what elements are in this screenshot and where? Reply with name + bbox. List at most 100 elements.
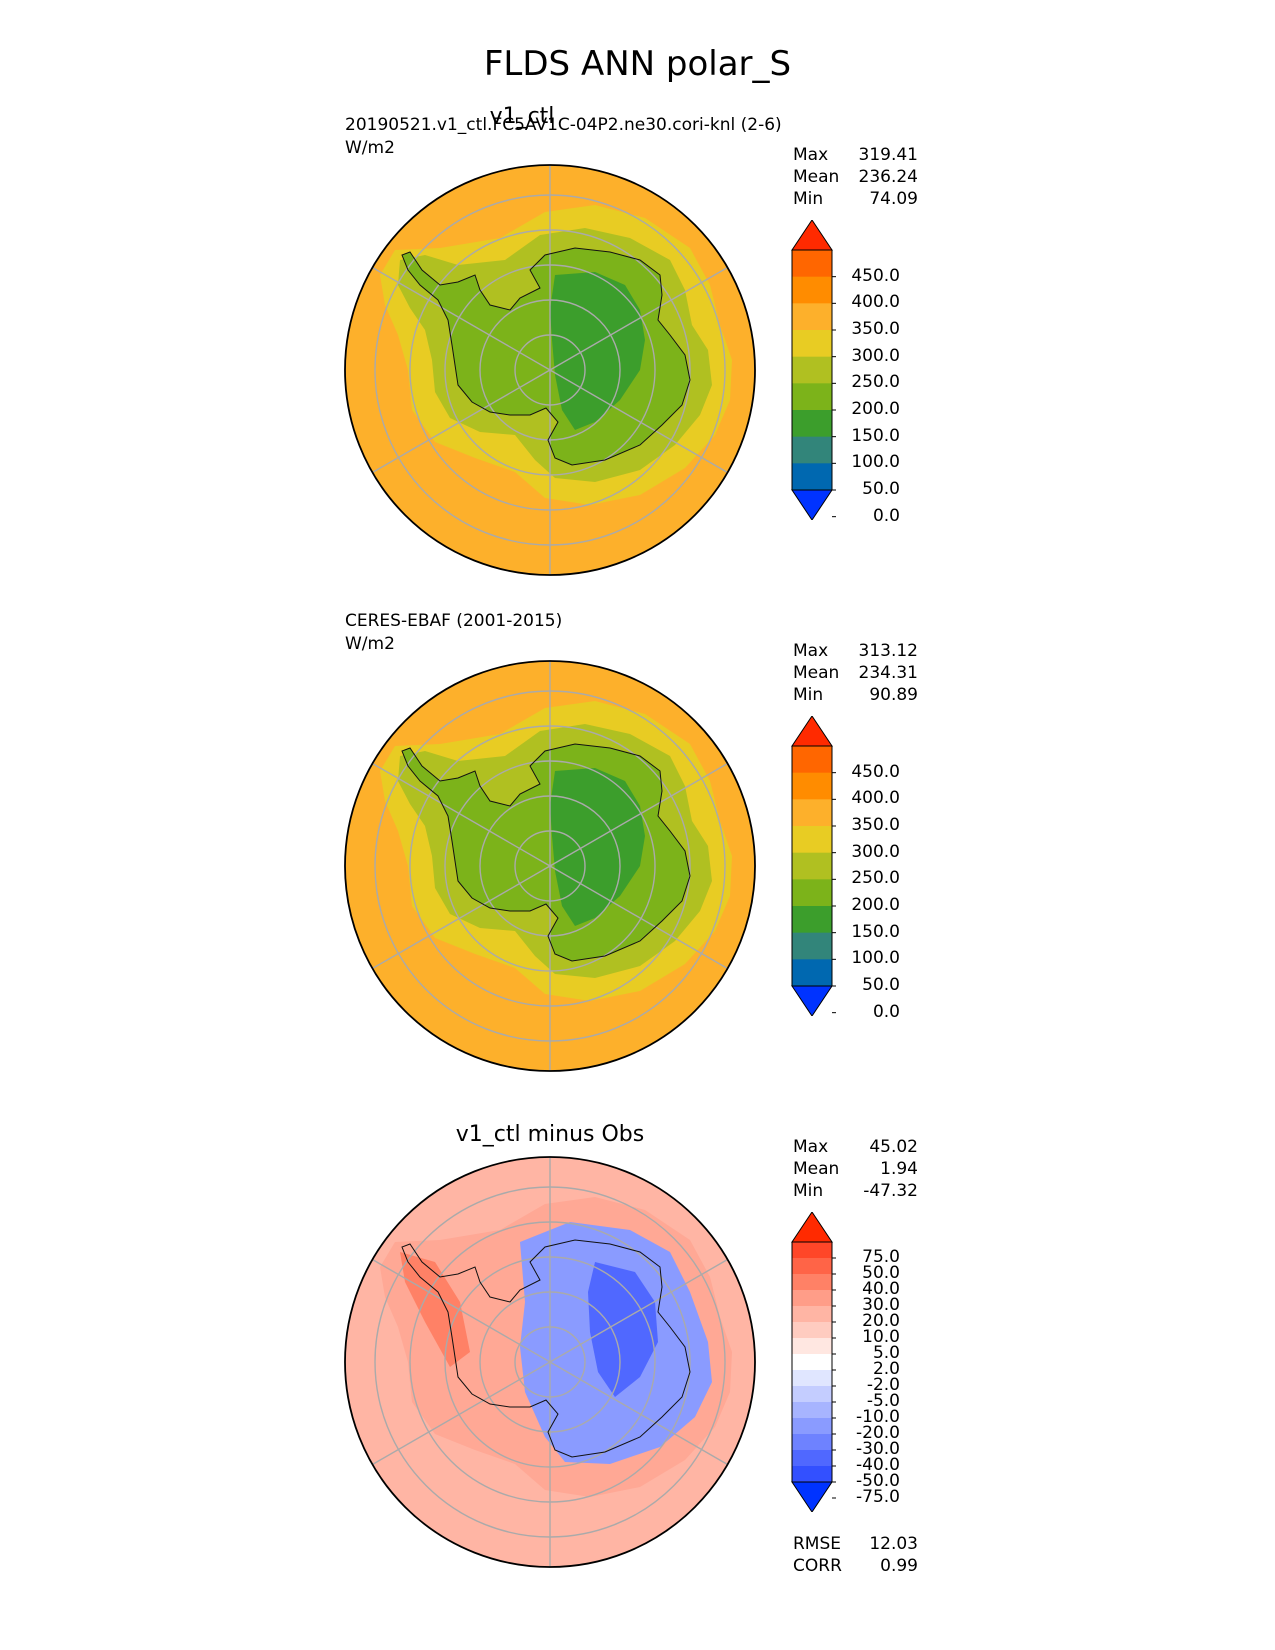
colorbar-tick-label: 50.0: [862, 479, 900, 499]
colorbar-tick-label: 400.0: [851, 788, 900, 809]
colorbar-tick-label: 400.0: [851, 292, 900, 313]
colorbar-tick-label: -50.0: [856, 1471, 900, 1491]
colorbar-tick-label: 40.0: [862, 1279, 900, 1299]
min-label: Min: [793, 685, 824, 705]
colorbar-tick-label: 250.0: [851, 372, 900, 393]
map-field: [345, 661, 755, 1071]
colorbar-tick-label: -5.0: [866, 1391, 900, 1411]
panel-3-colorbar-labels: 75.0 50.0 40.0 30.0 20.0 10.0 5.0 2.0 -2.0 -5.0 -1…: [800, 1212, 900, 1512]
colorbar-tick-label: -40.0: [856, 1455, 900, 1475]
colorbar-tick-label: 350.0: [851, 319, 900, 339]
colorbar-tick-label: 350.0: [851, 815, 900, 835]
east-antarctic-plateau: [550, 768, 645, 926]
meridian-line: [372, 1361, 551, 1466]
max-value: 45.02: [869, 1137, 918, 1157]
colorbar-tick-label: 200.0: [851, 895, 900, 915]
colorbar-tick-label: 100.0: [851, 452, 900, 473]
colorbar-frame: [791, 249, 833, 491]
colorbar-segment: [792, 1258, 832, 1275]
mean-value: 1.94: [880, 1159, 918, 1179]
colorbar-segment: [792, 772, 832, 800]
colorbar-tick-label: 20.0: [862, 1311, 900, 1331]
colorbar-frame: [791, 1241, 833, 1483]
colorbar-segment: [792, 1290, 832, 1307]
panel-2-units: W/m2: [345, 634, 395, 654]
colorbar-segment: [792, 1306, 832, 1323]
colorbar-segment: [792, 383, 832, 411]
colorbar-tick-label: -20.0: [856, 1423, 900, 1443]
colorbar-frame: [791, 745, 833, 987]
min-value: 90.89: [869, 685, 918, 705]
colorbar-tick-label: -2.0: [866, 1375, 900, 1395]
colorbar-tick-label: 250.0: [851, 868, 900, 889]
colorbar-segment: [792, 826, 832, 854]
max-label: Max: [793, 1137, 829, 1157]
colorbar-tick-label: 150.0: [851, 425, 900, 446]
coastline: [401, 1239, 691, 1458]
rmse-value: 12.03: [869, 1534, 918, 1554]
colorbar-segment: [792, 746, 832, 774]
corr-label: CORR: [793, 1556, 842, 1576]
map-frame: [344, 660, 756, 1072]
map-field: [345, 165, 755, 575]
colorbar-segment: [792, 1354, 832, 1371]
colorbar-tick-label: 200.0: [851, 399, 900, 419]
meridian-line: [372, 762, 551, 867]
colorbar-segment: [792, 852, 832, 880]
colorbar-tick-label: 300.0: [851, 345, 900, 366]
meridian-line: [372, 1258, 551, 1363]
colorbar-tick-label: 75.0: [862, 1247, 900, 1267]
map-field: [345, 1157, 755, 1567]
meridian-line: [372, 369, 551, 474]
colorbar-tick-label: 0.0: [872, 1001, 900, 1022]
colorbar-segment: [792, 330, 832, 358]
colorbar-segment: [792, 1434, 832, 1451]
panel-1-polar-map: [344, 164, 756, 576]
colorbar-tick-label: -30.0: [856, 1439, 900, 1459]
colorbar-segment: [792, 303, 832, 331]
graticule: [372, 661, 728, 1071]
panel-3-polar-map: [344, 1156, 756, 1568]
panel-1-colorbar-labels: 450.0 400.0 350.0 300.0 250.0 200.0 150.0 100.0…: [800, 220, 900, 524]
colorbar-segment: [792, 959, 832, 987]
panel-1-title: v1_ctl: [489, 104, 555, 129]
colorbar-segment: [792, 1466, 832, 1483]
colorbar-tick-label: 50.0: [862, 975, 900, 995]
colorbar-tick-label: 5.0: [872, 1343, 900, 1363]
colorbar-tick-label: 10.0: [862, 1327, 900, 1347]
colorbar-tick-label: 2.0: [872, 1359, 900, 1379]
colorbar-tick-label: 450.0: [851, 265, 900, 286]
panel-1-stats: Max 319.41 Mean 236.24 Min 74.09: [793, 144, 918, 210]
meridian-line: [372, 865, 551, 970]
panel-2-colorbar: [791, 716, 836, 1016]
meridian-line: [549, 1361, 728, 1466]
panel-3-colorbar: [791, 1212, 836, 1512]
min-value: 74.09: [869, 189, 918, 209]
colorbar-segment: [792, 932, 832, 960]
colorbar-segment: [792, 1274, 832, 1291]
meridian-line: [549, 762, 728, 867]
coastline: [401, 743, 691, 962]
colorbar-segment: [792, 1402, 832, 1419]
mean-label: Mean: [793, 663, 840, 683]
colorbar-segment: [792, 463, 832, 491]
max-value: 313.12: [858, 641, 918, 661]
meridian-line: [549, 865, 728, 970]
colorbar-segment: [792, 276, 832, 304]
max-label: Max: [793, 641, 829, 661]
panel-3-metrics: RMSE 12.03 CORR 0.99: [793, 1533, 918, 1577]
max-label: Max: [793, 145, 829, 165]
colorbar-tick-label: 100.0: [851, 948, 900, 969]
meridian-line: [372, 266, 551, 371]
colorbar-segment: [792, 1322, 832, 1339]
map-frame: [344, 1156, 756, 1568]
colorbar-segment: [792, 1242, 832, 1259]
colorbar-segment: [792, 906, 832, 934]
panel-3-title: v1_ctl minus Obs: [455, 1122, 645, 1147]
panel-2-dataset-label: CERES-EBAF (2001-2015): [345, 611, 563, 631]
panel-1-units: W/m2: [345, 138, 395, 158]
west-antarctica: [485, 851, 545, 896]
colorbar-segment: [792, 1450, 832, 1467]
meridian-line: [549, 1258, 728, 1363]
east-antarctic-plateau: [550, 272, 645, 430]
